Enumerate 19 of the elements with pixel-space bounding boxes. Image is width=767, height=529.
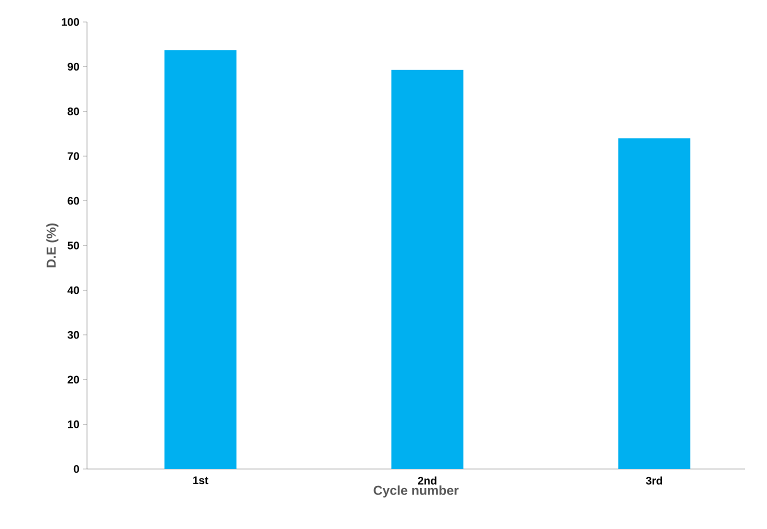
bar [618, 138, 690, 469]
x-axis-title: Cycle number [374, 485, 459, 498]
bar [391, 70, 464, 469]
y-tick-label: 60 [68, 196, 80, 205]
y-axis-title: D.E (%) [46, 223, 58, 268]
y-tick-label: 10 [68, 420, 80, 428]
y-tick-label: 30 [68, 331, 80, 339]
y-tick-label: 90 [68, 62, 80, 71]
y-tick-label: 80 [68, 108, 80, 116]
x-tick-label: 3rd [646, 476, 662, 485]
y-tick-label: 0 [74, 465, 80, 473]
y-tick-label: 40 [67, 286, 80, 294]
x-tick-label: 2nd [418, 476, 436, 485]
y-tick-label: 70 [68, 152, 80, 160]
y-tick-label: 100 [62, 18, 80, 26]
x-tick-label: 1st [193, 476, 208, 484]
bar [164, 50, 236, 469]
y-tick-label: 20 [68, 376, 80, 384]
y-tick-label: 50 [68, 242, 80, 250]
